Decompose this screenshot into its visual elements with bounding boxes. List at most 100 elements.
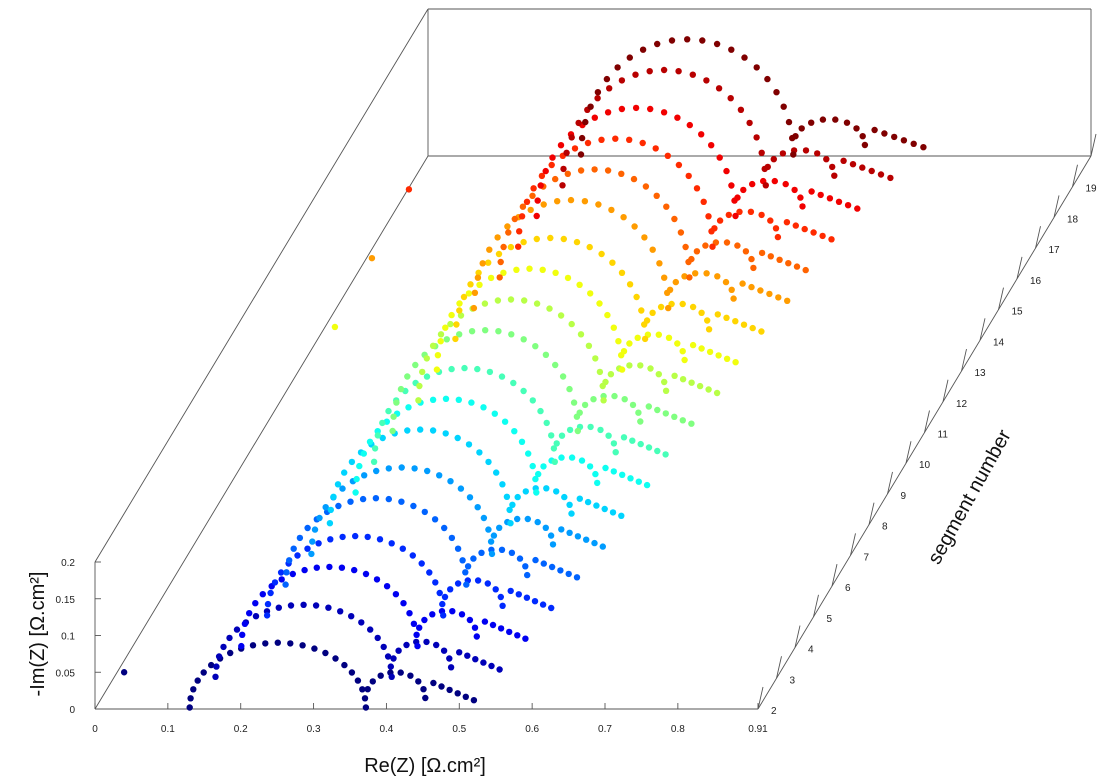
data-point: [714, 273, 721, 280]
data-point: [486, 246, 493, 253]
data-point: [532, 343, 539, 350]
data-point: [779, 150, 787, 157]
data-point: [440, 647, 448, 654]
data-point: [212, 673, 219, 680]
data-point: [335, 502, 342, 510]
data-point: [429, 342, 437, 349]
data-point: [550, 445, 558, 452]
data-point: [531, 598, 539, 605]
data-point: [501, 418, 509, 425]
data-point: [716, 217, 724, 224]
data-point: [662, 387, 670, 394]
z-tick: [831, 564, 838, 587]
data-point: [424, 467, 431, 475]
data-point: [494, 234, 501, 241]
data-point: [900, 137, 908, 144]
data-point: [294, 552, 301, 559]
data-point: [575, 119, 582, 127]
y-tick-label: 0.1: [61, 632, 75, 643]
data-point: [750, 264, 757, 272]
data-point: [566, 426, 574, 434]
data-point: [604, 167, 612, 174]
data-point: [476, 281, 483, 288]
data-point: [784, 297, 791, 304]
data-point: [689, 341, 697, 349]
data-point: [436, 589, 443, 597]
data-point: [559, 373, 567, 380]
data-point: [348, 458, 356, 466]
data-point: [598, 136, 605, 143]
data-point: [748, 255, 755, 263]
data-point: [725, 211, 732, 219]
data-point: [672, 278, 679, 286]
data-point: [520, 387, 527, 395]
data-point: [764, 75, 771, 83]
data-point: [299, 642, 306, 649]
data-point: [200, 669, 207, 676]
data-point: [455, 396, 462, 403]
data-point: [548, 604, 555, 612]
data-point: [304, 524, 311, 532]
data-point: [498, 373, 506, 380]
data-point: [532, 475, 539, 483]
data-point: [485, 259, 492, 266]
data-point: [446, 686, 453, 694]
data-point: [330, 493, 337, 500]
data-point: [514, 515, 521, 523]
data-point: [568, 134, 575, 141]
z-tick: [979, 318, 986, 341]
z-tick-label: 12: [956, 399, 968, 410]
data-point: [656, 260, 663, 267]
data-point: [263, 612, 271, 619]
data-points: [120, 36, 927, 711]
data-point: [459, 557, 466, 564]
data-point: [380, 643, 387, 651]
data-point: [609, 509, 617, 516]
data-point: [716, 154, 723, 161]
data-point: [487, 274, 495, 282]
data-point: [637, 362, 644, 369]
data-point: [649, 309, 656, 316]
data-point: [586, 463, 594, 470]
data-point: [339, 485, 346, 492]
data-point: [849, 161, 857, 168]
data-point: [404, 373, 411, 380]
segment-axis-ticks: 234567891011121314151617181920: [757, 133, 1097, 717]
data-point: [747, 208, 755, 215]
z-tick: [776, 656, 782, 679]
data-point: [470, 304, 478, 312]
data-point: [362, 704, 370, 711]
data-point: [662, 410, 669, 417]
z-tick: [942, 379, 949, 402]
data-point: [468, 328, 476, 335]
data-point: [565, 570, 572, 578]
outlier-point: [120, 669, 128, 676]
data-point: [341, 469, 348, 476]
data-point: [277, 569, 285, 576]
data-point: [698, 345, 705, 352]
data-point: [259, 591, 266, 598]
data-point: [398, 498, 405, 505]
data-point: [465, 441, 473, 448]
data-point: [470, 555, 477, 562]
data-point: [561, 493, 568, 501]
data-point: [429, 611, 436, 618]
data-point: [596, 368, 604, 376]
data-point: [447, 586, 454, 593]
data-point: [497, 593, 504, 601]
z-tick-label: 17: [1049, 245, 1061, 256]
data-point: [715, 85, 723, 92]
data-point: [598, 250, 605, 258]
data-point: [308, 550, 315, 558]
data-point: [413, 631, 420, 638]
data-point: [605, 432, 612, 439]
data-point: [283, 569, 290, 576]
data-point: [688, 420, 695, 427]
data-point: [423, 355, 430, 362]
data-point: [560, 235, 567, 243]
data-point: [325, 604, 332, 611]
data-point: [271, 579, 279, 586]
data-point: [239, 631, 246, 638]
data-point: [490, 532, 498, 539]
data-point: [688, 255, 695, 263]
